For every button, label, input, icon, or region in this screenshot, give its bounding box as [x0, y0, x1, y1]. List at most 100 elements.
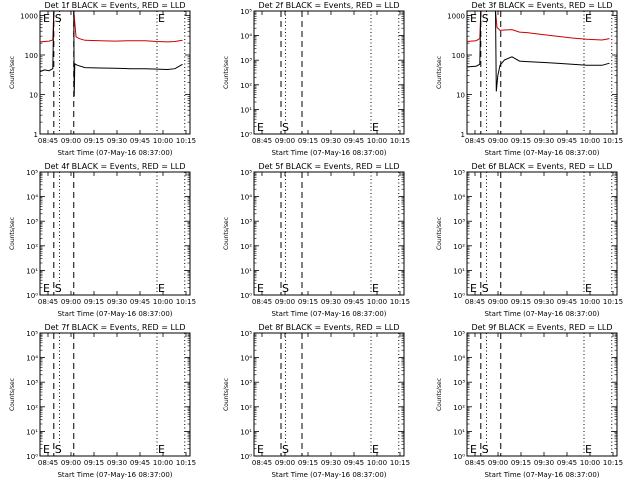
y-axis-label: Counts/sec	[223, 378, 230, 411]
x-tick-label: 09:45	[130, 137, 150, 145]
x-tick-label: 10:15	[176, 137, 196, 145]
y-tick-label: 10⁰	[240, 292, 252, 300]
plot-frame	[253, 332, 405, 457]
events-series-line	[40, 11, 183, 97]
y-tick-label: 10³	[240, 218, 252, 226]
plot-frame	[466, 171, 618, 296]
x-tick-label: 10:15	[176, 459, 196, 467]
x-tick-label: 10:15	[390, 459, 410, 467]
marker-label-e: E	[43, 282, 50, 295]
x-tick-label: 08:45	[38, 137, 58, 145]
y-tick-label: 10²	[453, 243, 465, 251]
x-tick-label: 09:30	[107, 298, 127, 306]
y-tick-label: 10⁴	[453, 355, 465, 363]
x-tick-label: 09:30	[107, 137, 127, 145]
y-tick-label: 10³	[453, 218, 465, 226]
x-tick-label: 10:00	[367, 298, 387, 306]
plot-frame	[39, 10, 191, 135]
y-tick-label: 10²	[240, 404, 252, 412]
x-tick-label: 09:45	[557, 459, 577, 467]
plot-frame	[253, 171, 405, 296]
chart-panel-4: Det 4f BLACK = Events, RED = LLD Start Ti…	[9, 162, 196, 318]
x-tick-label: 10:00	[580, 298, 600, 306]
y-tick-label: 10⁰	[26, 453, 38, 461]
marker-label-e: E	[470, 12, 477, 25]
plot-frame	[466, 10, 618, 135]
x-axis-label: Start Time (07-May-16 08:37:00)	[271, 471, 386, 479]
x-tick-label: 08:45	[38, 459, 58, 467]
y-axis-label: Counts/sec	[9, 217, 16, 250]
plot-frame	[39, 332, 191, 457]
y-tick-label: 10¹	[240, 106, 252, 114]
y-tick-label: 10²	[26, 243, 38, 251]
x-tick-label: 09:15	[511, 137, 531, 145]
x-tick-label: 08:45	[252, 459, 272, 467]
x-tick-label: 10:00	[153, 459, 173, 467]
x-tick-label: 09:45	[344, 459, 364, 467]
x-tick-label: 09:30	[321, 459, 341, 467]
events-series-line	[467, 11, 610, 92]
y-tick-label: 1000	[20, 13, 38, 21]
marker-label-e: E	[257, 121, 264, 134]
x-tick-label: 10:00	[367, 137, 387, 145]
y-tick-label: 10	[456, 92, 465, 100]
y-axis-label: Counts/sec	[223, 217, 230, 250]
y-axis-label: Counts/sec	[9, 56, 16, 89]
y-tick-label: 10⁰	[453, 453, 465, 461]
y-tick-label: 100	[452, 52, 465, 60]
marker-label-e: E	[158, 282, 165, 295]
chart-panel-9: Det 9f BLACK = Events, RED = LLD Start Ti…	[436, 323, 623, 479]
x-tick-label: 09:15	[84, 298, 104, 306]
y-tick-label: 1	[34, 131, 38, 139]
marker-label-e: E	[257, 282, 264, 295]
y-axis-label: Counts/sec	[9, 378, 16, 411]
marker-label-e: E	[43, 443, 50, 456]
marker-label-e: E	[43, 12, 50, 25]
marker-label-s: S	[482, 443, 489, 456]
chart-title: Det 7f BLACK = Events, RED = LLD	[44, 323, 185, 332]
marker-label-e: E	[585, 12, 592, 25]
chart-title: Det 5f BLACK = Events, RED = LLD	[258, 162, 399, 171]
y-tick-label: 10³	[26, 218, 38, 226]
y-tick-label: 10²	[240, 82, 252, 90]
y-tick-label: 10¹	[26, 267, 38, 275]
y-tick-label: 10¹	[453, 428, 465, 436]
y-tick-label: 10¹	[26, 428, 38, 436]
x-axis-label: Start Time (07-May-16 08:37:00)	[484, 149, 599, 157]
x-tick-label: 10:15	[603, 137, 623, 145]
x-tick-label: 09:00	[61, 459, 81, 467]
y-tick-label: 1000	[447, 13, 465, 21]
chart-panel-7: Det 7f BLACK = Events, RED = LLD Start Ti…	[9, 323, 196, 479]
marker-label-e: E	[470, 443, 477, 456]
y-tick-label: 10²	[26, 404, 38, 412]
y-tick-label: 10⁰	[453, 292, 465, 300]
x-tick-label: 09:00	[275, 137, 295, 145]
marker-label-s: S	[282, 282, 289, 295]
x-tick-label: 09:45	[557, 137, 577, 145]
x-tick-label: 09:00	[61, 137, 81, 145]
x-axis-label: Start Time (07-May-16 08:37:00)	[484, 310, 599, 318]
chart-title: Det 3f BLACK = Events, RED = LLD	[471, 1, 612, 10]
y-tick-label: 10⁵	[240, 8, 252, 16]
y-tick-label: 10⁰	[240, 131, 252, 139]
y-tick-label: 10³	[26, 379, 38, 387]
marker-label-s: S	[282, 443, 289, 456]
x-tick-label: 09:15	[511, 459, 531, 467]
x-axis-label: Start Time (07-May-16 08:37:00)	[57, 310, 172, 318]
marker-label-e: E	[158, 443, 165, 456]
x-tick-label: 10:15	[603, 298, 623, 306]
y-tick-label: 10¹	[453, 267, 465, 275]
chart-panel-5: Det 5f BLACK = Events, RED = LLD Start Ti…	[223, 162, 410, 318]
x-tick-label: 09:30	[321, 298, 341, 306]
x-tick-label: 10:15	[390, 298, 410, 306]
chart-title: Det 9f BLACK = Events, RED = LLD	[471, 323, 612, 332]
y-tick-label: 10⁵	[26, 169, 38, 177]
x-tick-label: 09:15	[84, 137, 104, 145]
x-tick-label: 09:45	[130, 459, 150, 467]
marker-label-s: S	[482, 282, 489, 295]
x-tick-label: 09:30	[107, 459, 127, 467]
plot-frame	[39, 171, 191, 296]
x-tick-label: 08:45	[252, 137, 272, 145]
plot-frame	[466, 332, 618, 457]
x-tick-label: 10:15	[176, 298, 196, 306]
